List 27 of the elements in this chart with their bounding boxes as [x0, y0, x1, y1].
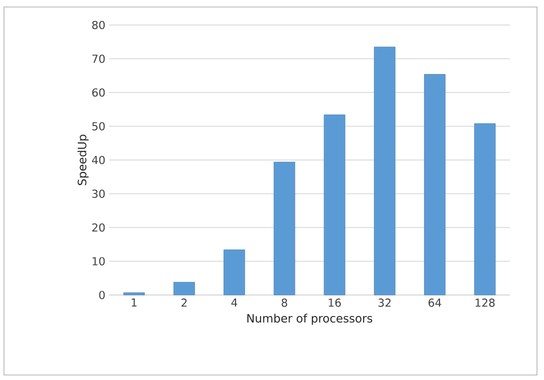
y-tick-label: 50: [92, 122, 105, 130]
x-tick-label: 4: [231, 298, 238, 307]
y-tick-label: 70: [92, 54, 105, 63]
bar: [424, 74, 446, 296]
x-tick-label: 2: [181, 298, 187, 307]
y-tick-label: 20: [92, 223, 105, 232]
y-tick-label: 60: [92, 88, 105, 97]
x-tick-label: 8: [282, 298, 288, 307]
bar: [274, 162, 296, 296]
y-tick-label: 80: [92, 20, 105, 30]
bar: [173, 282, 195, 296]
x-tick-label: 128: [476, 298, 495, 307]
y-tick-label: 40: [92, 156, 105, 164]
x-tick-label: 1: [132, 298, 137, 307]
bar: [224, 250, 246, 296]
bar: [123, 292, 145, 296]
y-axis-title: SpeedUp: [77, 134, 89, 186]
x-tick-label: 32: [378, 298, 391, 307]
x-tick-label: 64: [428, 298, 442, 307]
y-tick-label: 30: [92, 190, 105, 198]
x-tick-label: 16: [328, 298, 341, 307]
bar: [374, 46, 396, 296]
x-axis-title: Number of processors: [247, 314, 372, 325]
bar: [324, 114, 346, 296]
y-tick-label: 0: [99, 290, 105, 300]
bar: [474, 123, 496, 296]
y-tick-label: 10: [92, 257, 105, 266]
